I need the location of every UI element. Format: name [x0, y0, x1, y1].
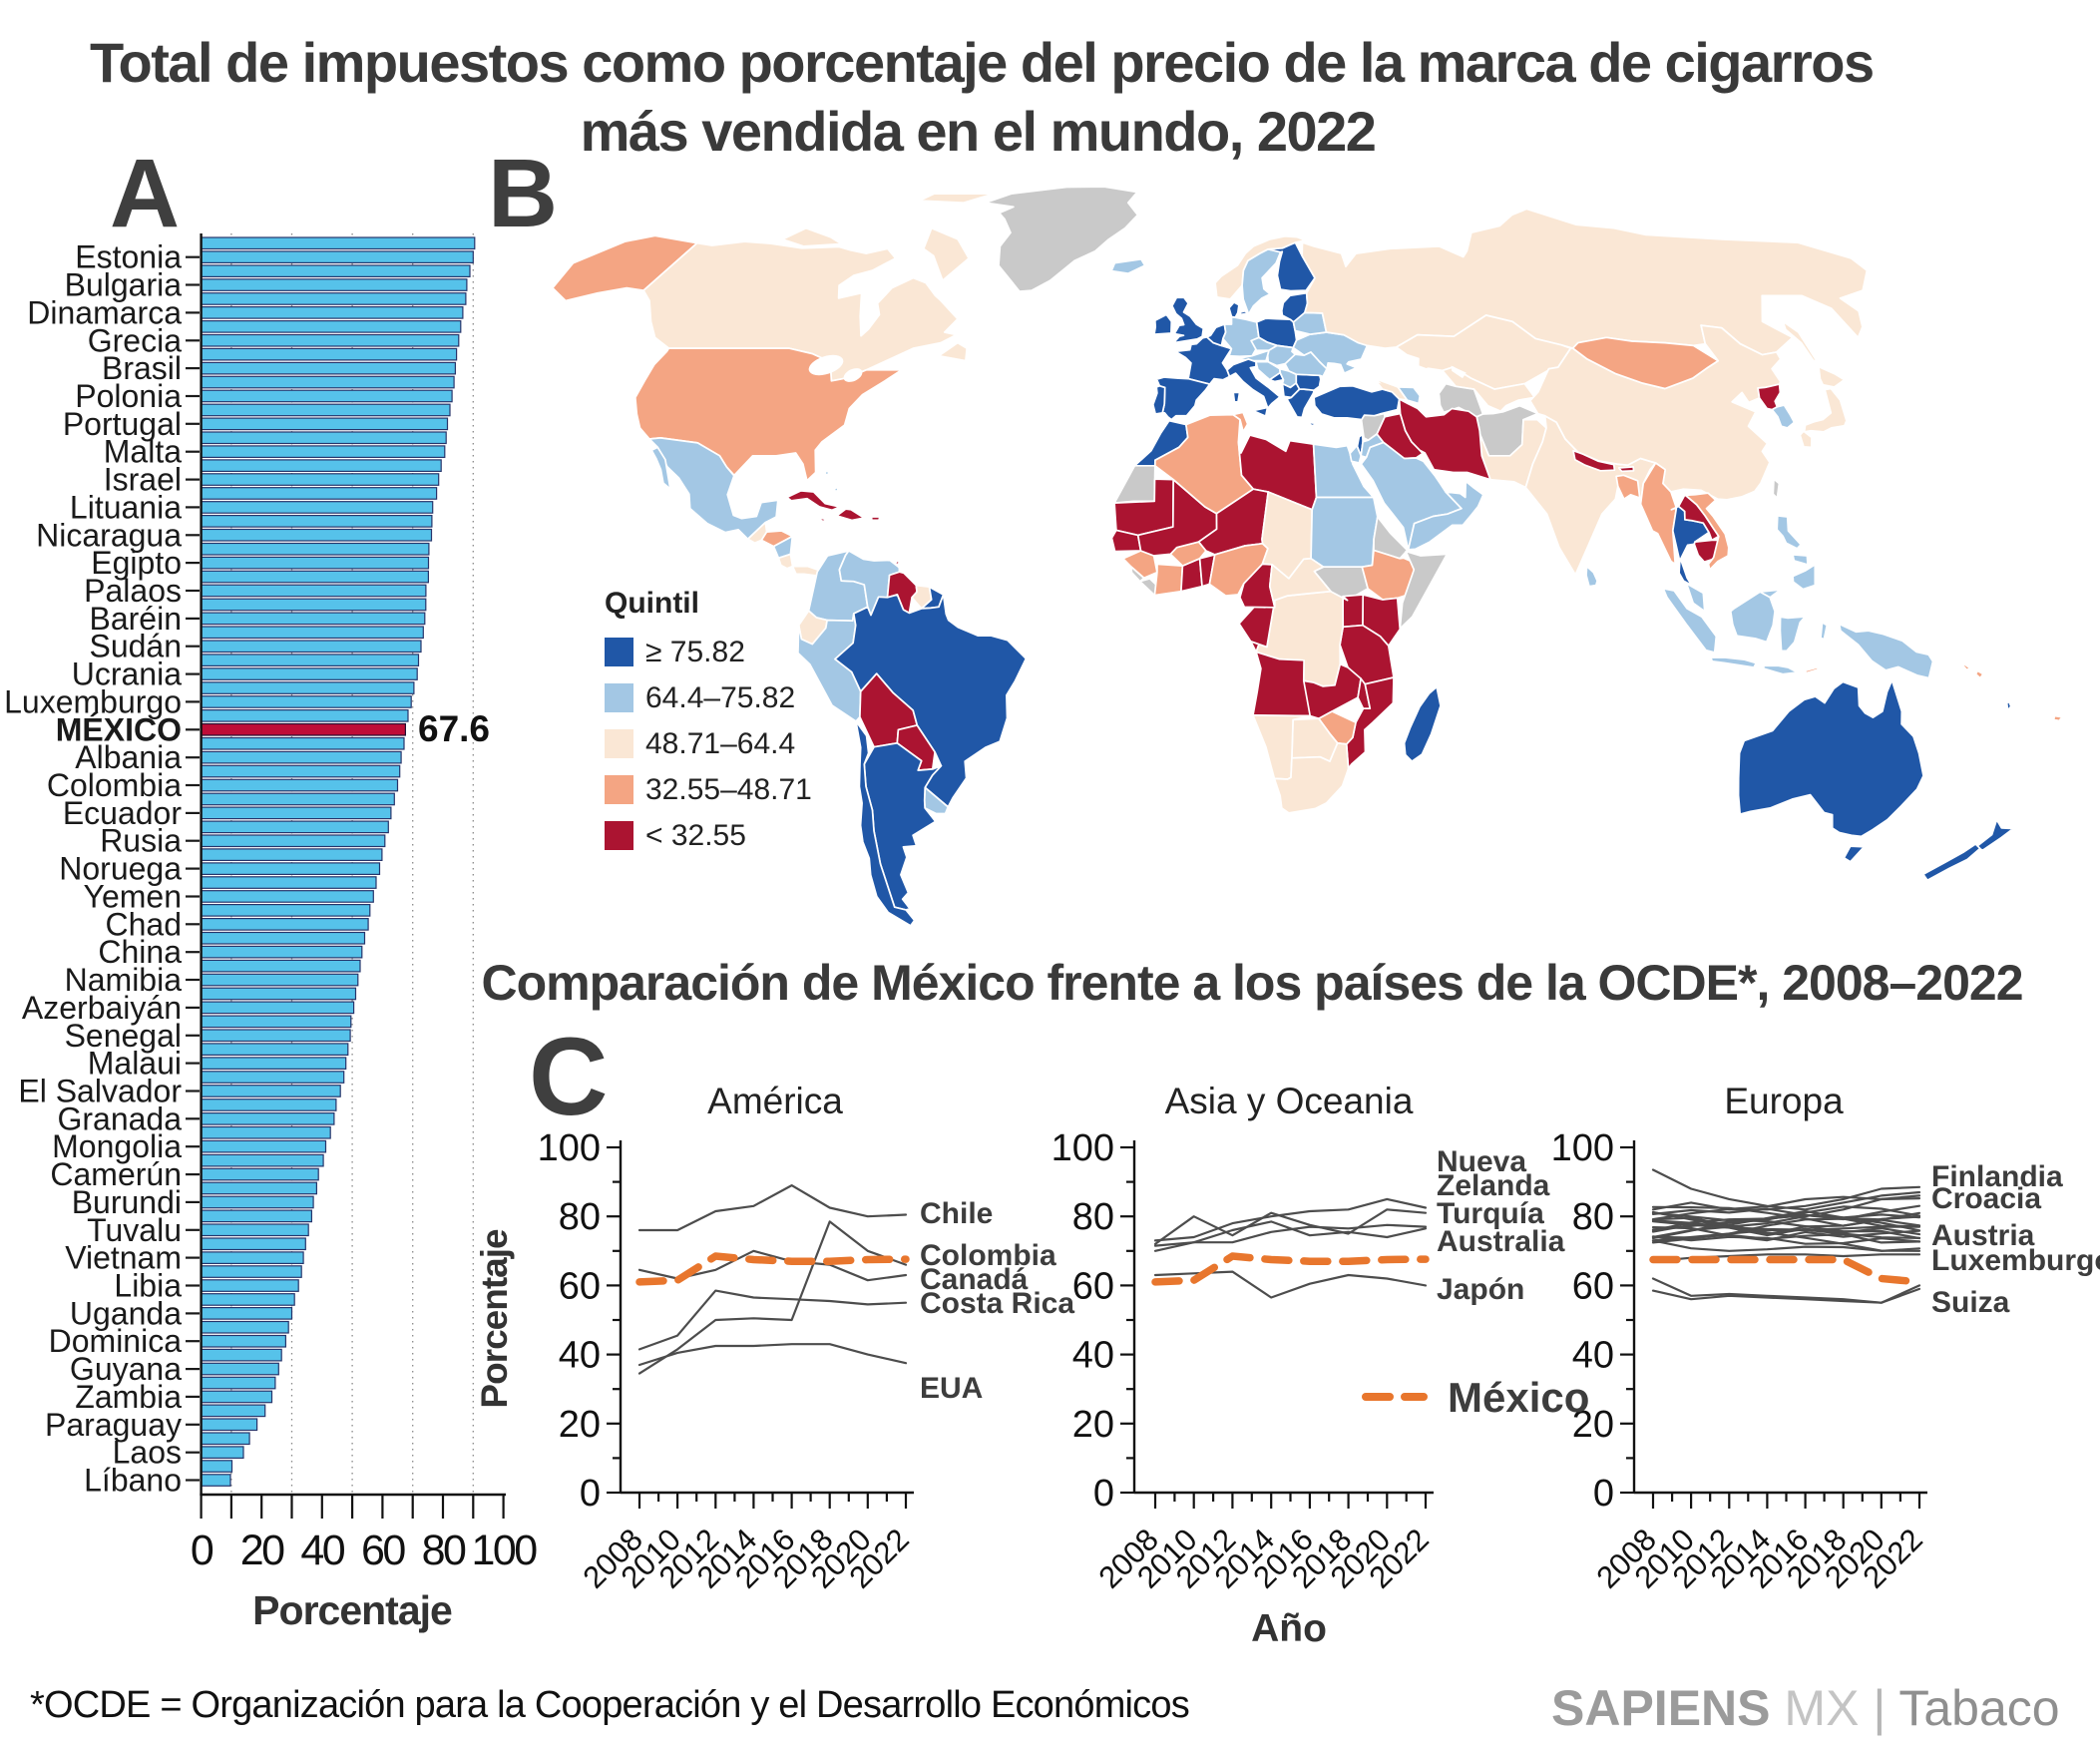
svg-text:China: China	[98, 934, 182, 970]
svg-text:Zambia: Zambia	[75, 1379, 182, 1415]
svg-text:0: 0	[580, 1473, 601, 1515]
svg-text:Luxemburgo: Luxemburgo	[1931, 1244, 2100, 1277]
svg-text:Porcentaje: Porcentaje	[474, 1229, 515, 1409]
svg-text:Ecuador: Ecuador	[63, 795, 183, 831]
svg-text:Austria: Austria	[1931, 1219, 2035, 1252]
svg-text:Turquía: Turquía	[1437, 1197, 1544, 1230]
svg-text:Brasil: Brasil	[102, 350, 182, 386]
svg-text:Colombia: Colombia	[920, 1239, 1056, 1272]
svg-text:El Salvador: El Salvador	[18, 1074, 182, 1109]
svg-text:80: 80	[1572, 1196, 1614, 1238]
svg-text:40: 40	[300, 1527, 344, 1574]
svg-text:60: 60	[1572, 1265, 1614, 1307]
svg-text:0: 0	[191, 1527, 213, 1574]
svg-text:20: 20	[1072, 1404, 1114, 1446]
svg-text:Europa: Europa	[1724, 1081, 1844, 1121]
svg-text:Yemen: Yemen	[84, 879, 182, 915]
svg-text:Nicaragua: Nicaragua	[36, 517, 182, 553]
svg-text:Porcentaje: Porcentaje	[252, 1587, 452, 1633]
svg-text:Suiza: Suiza	[1931, 1286, 2010, 1319]
svg-text:Senegal: Senegal	[65, 1018, 182, 1054]
svg-text:60: 60	[361, 1527, 405, 1574]
svg-text:América: América	[707, 1081, 843, 1121]
svg-text:Malaui: Malaui	[88, 1046, 182, 1082]
svg-text:Zelanda: Zelanda	[1437, 1169, 1550, 1202]
svg-text:100: 100	[1551, 1127, 1614, 1169]
svg-text:80: 80	[559, 1196, 601, 1238]
svg-text:Bulgaria: Bulgaria	[65, 267, 183, 303]
svg-text:Costa Rica: Costa Rica	[920, 1287, 1074, 1320]
svg-text:Canadá: Canadá	[920, 1263, 1029, 1296]
svg-text:Estonia: Estonia	[75, 239, 182, 275]
svg-text:Portugal: Portugal	[63, 406, 182, 442]
svg-text:Paraguay: Paraguay	[45, 1407, 182, 1443]
svg-text:Granada: Granada	[57, 1100, 182, 1136]
svg-text:100: 100	[538, 1127, 601, 1169]
svg-text:40: 40	[559, 1335, 601, 1377]
svg-text:Guyana: Guyana	[70, 1351, 182, 1387]
svg-text:Sudán: Sudán	[89, 629, 182, 664]
svg-text:Egipto: Egipto	[91, 545, 182, 581]
svg-text:Dominica: Dominica	[49, 1323, 183, 1359]
svg-text:20: 20	[559, 1404, 601, 1446]
svg-text:Mongolia: Mongolia	[52, 1128, 182, 1164]
svg-text:80: 80	[422, 1527, 466, 1574]
svg-text:67.6: 67.6	[418, 708, 490, 749]
svg-text:Australia: Australia	[1437, 1225, 1565, 1258]
svg-text:Dinamarca: Dinamarca	[27, 294, 182, 330]
svg-text:Palaos: Palaos	[84, 573, 182, 609]
svg-text:Finlandia: Finlandia	[1931, 1160, 2063, 1193]
svg-text:20: 20	[1572, 1404, 1614, 1446]
svg-text:40: 40	[1072, 1335, 1114, 1377]
svg-text:Grecia: Grecia	[88, 322, 182, 358]
svg-text:Tuvalu: Tuvalu	[87, 1212, 182, 1248]
svg-text:20: 20	[240, 1527, 284, 1574]
svg-text:MÉXICO: MÉXICO	[56, 711, 182, 747]
svg-text:Chad: Chad	[106, 906, 183, 942]
svg-text:60: 60	[1072, 1265, 1114, 1307]
svg-text:Año: Año	[1251, 1607, 1327, 1650]
svg-text:Japón: Japón	[1437, 1273, 1524, 1306]
svg-text:100: 100	[1051, 1127, 1114, 1169]
svg-text:Croacia: Croacia	[1931, 1182, 2041, 1215]
svg-text:Israel: Israel	[104, 462, 182, 498]
svg-text:México: México	[1448, 1374, 1589, 1421]
svg-text:Polonia: Polonia	[75, 378, 182, 414]
svg-text:Uganda: Uganda	[70, 1295, 182, 1331]
svg-text:Burundi: Burundi	[72, 1184, 182, 1220]
svg-text:Luxemburgo: Luxemburgo	[4, 683, 182, 719]
svg-text:Laos: Laos	[113, 1435, 182, 1471]
svg-text:80: 80	[1072, 1196, 1114, 1238]
svg-text:Colombia: Colombia	[47, 767, 182, 803]
svg-text:Baréin: Baréin	[90, 601, 183, 637]
svg-text:40: 40	[1572, 1335, 1614, 1377]
svg-text:60: 60	[559, 1265, 601, 1307]
svg-text:Ucrania: Ucrania	[72, 657, 182, 692]
svg-text:Azerbaiyán: Azerbaiyán	[22, 990, 182, 1026]
svg-text:Namibia: Namibia	[65, 962, 183, 998]
svg-text:Líbano: Líbano	[84, 1463, 182, 1499]
svg-text:100: 100	[471, 1527, 537, 1574]
svg-text:Rusia: Rusia	[100, 823, 182, 859]
svg-text:Libia: Libia	[114, 1268, 182, 1304]
svg-text:EUA: EUA	[920, 1372, 983, 1405]
svg-text:Chile: Chile	[920, 1197, 993, 1230]
svg-text:Nueva: Nueva	[1437, 1145, 1526, 1178]
svg-text:0: 0	[1593, 1473, 1614, 1515]
svg-text:0: 0	[1093, 1473, 1114, 1515]
svg-text:Malta: Malta	[104, 434, 182, 470]
svg-text:Noruega: Noruega	[59, 851, 182, 887]
svg-text:Albania: Albania	[75, 739, 182, 775]
svg-text:Asia y Oceania: Asia y Oceania	[1165, 1081, 1414, 1121]
svg-text:Lituania: Lituania	[70, 489, 182, 525]
svg-text:Vietnam: Vietnam	[65, 1240, 182, 1276]
svg-text:Camerún: Camerún	[50, 1156, 182, 1192]
